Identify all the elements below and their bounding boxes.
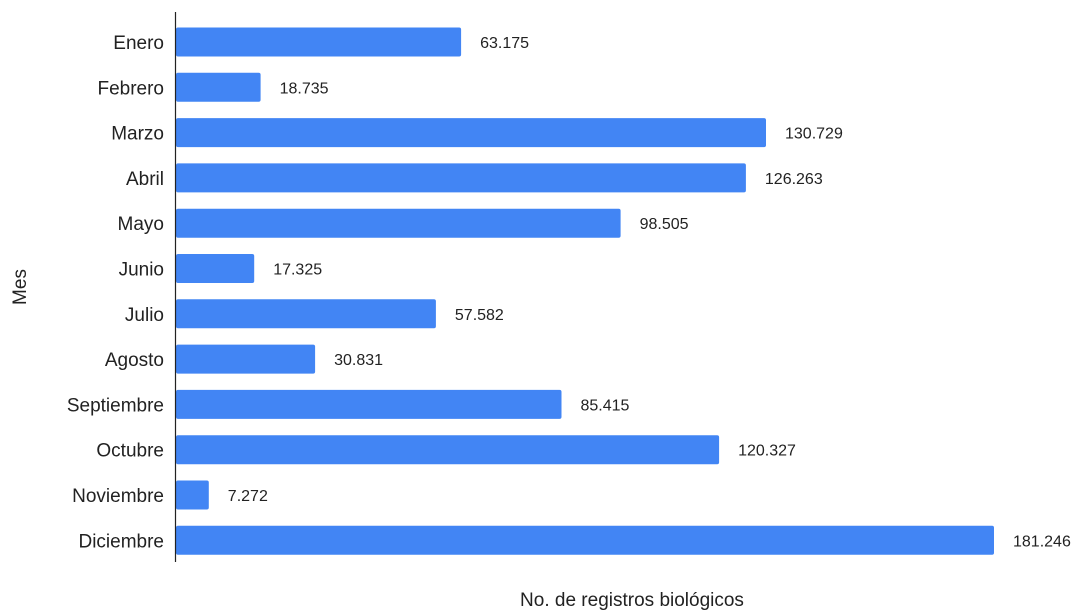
bars-group [176, 27, 994, 555]
category-label-octubre: Octubre [96, 441, 164, 462]
value-label-febrero: 18.735 [280, 80, 329, 97]
bar-julio [176, 299, 436, 329]
category-label-agosto: Agosto [105, 350, 164, 371]
category-label-junio: Junio [119, 260, 164, 281]
value-label-marzo: 130.729 [785, 126, 843, 143]
category-label-julio: Julio [125, 305, 164, 326]
bar-mayo [176, 208, 621, 238]
category-label-septiembre: Septiembre [67, 395, 164, 416]
value-label-octubre: 120.327 [738, 443, 796, 460]
bar-septiembre [176, 389, 562, 419]
value-label-septiembre: 85.415 [581, 397, 630, 414]
value-label-abril: 126.263 [765, 171, 823, 188]
value-labels: 63.175 18.735 130.729 126.263 98.505 17.325 57… [228, 35, 1071, 550]
bar-agosto [176, 344, 316, 374]
category-label-noviembre: Noviembre [72, 486, 164, 507]
bar-febrero [176, 72, 261, 102]
bar-junio [176, 254, 255, 283]
value-label-agosto: 30.831 [334, 352, 383, 369]
bar-noviembre [176, 480, 209, 510]
bar-marzo [176, 118, 766, 148]
value-label-enero: 63.175 [480, 35, 529, 52]
value-label-mayo: 98.505 [640, 216, 689, 233]
bar-diciembre [176, 525, 994, 555]
value-label-noviembre: 7.272 [228, 488, 268, 505]
value-label-junio: 17.325 [273, 262, 322, 279]
category-label-marzo: Marzo [111, 124, 164, 145]
category-label-abril: Abril [126, 169, 164, 190]
y-axis-title: Mes [10, 269, 31, 305]
value-label-diciembre: 181.246 [1013, 533, 1071, 550]
bar-enero [176, 27, 462, 57]
x-axis-title: No. de registros biológicos [520, 590, 744, 610]
category-label-diciembre: Diciembre [78, 531, 164, 552]
category-label-mayo: Mayo [118, 214, 164, 235]
category-label-febrero: Febrero [97, 78, 164, 99]
bar-octubre [176, 435, 720, 465]
category-labels: Enero Febrero Marzo Abril Mayo Junio Julio Agos… [67, 33, 164, 552]
category-label-enero: Enero [113, 33, 164, 54]
value-label-julio: 57.582 [455, 307, 504, 324]
bar-abril [176, 163, 746, 193]
